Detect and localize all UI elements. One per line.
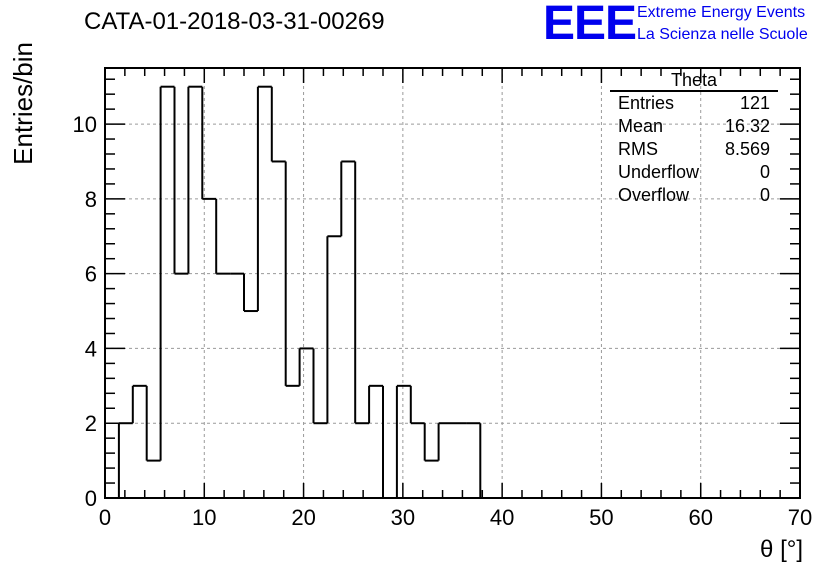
tick-labels: 0 10 20 30 40 50 60 70 0 2 4 6 8 10 <box>73 112 813 530</box>
y-tick-label: 4 <box>85 336 97 361</box>
eee-logo: EEE <box>543 0 637 50</box>
stats-value: 121 <box>739 93 770 113</box>
stats-value: 0 <box>759 162 770 182</box>
stats-row-underflow: Underflow 0 <box>610 161 778 184</box>
x-tick-label: 50 <box>589 505 613 530</box>
stats-value: 16.32 <box>724 116 770 136</box>
stats-row-overflow: Overflow 0 <box>610 184 778 207</box>
x-axis-label: θ [°] <box>760 536 803 563</box>
x-tick-label: 60 <box>688 505 712 530</box>
stats-label: Mean <box>618 116 664 136</box>
plot-frame <box>104 67 801 499</box>
stats-label: RMS <box>618 139 658 159</box>
y-tick-label: 0 <box>85 486 97 511</box>
stats-row-mean: Mean 16.32 <box>610 115 778 138</box>
stats-title: Theta <box>610 70 778 92</box>
stats-row-entries: Entries 121 <box>610 92 778 115</box>
stats-box: Theta Entries 121 Mean 16.32 RMS 8.569 U… <box>610 70 778 207</box>
histogram-bins <box>117 85 482 499</box>
logo-line-2: La Scienza nelle Scuole <box>637 26 808 43</box>
y-tick-label: 10 <box>73 112 97 137</box>
stats-label: Overflow <box>618 185 690 205</box>
stats-label: Entries <box>618 93 675 113</box>
x-tick-label: 0 <box>99 505 111 530</box>
x-tick-label: 20 <box>291 505 315 530</box>
x-tick-label: 40 <box>490 505 514 530</box>
stats-value: 0 <box>759 185 770 205</box>
chart-title: CATA-01-2018-03-31-00269 <box>84 8 385 35</box>
x-tick-label: 70 <box>788 505 812 530</box>
y-tick-label: 8 <box>85 187 97 212</box>
y-tick-label: 6 <box>85 262 97 287</box>
x-tick-label: 10 <box>192 505 216 530</box>
x-tick-label: 30 <box>391 505 415 530</box>
logo-line-1: Extreme Energy Events <box>637 4 806 21</box>
y-tick-label: 2 <box>85 411 97 436</box>
y-axis-label: Entries/bin <box>8 42 38 165</box>
axis-ticks <box>104 68 801 499</box>
stats-row-rms: RMS 8.569 <box>610 138 778 161</box>
stats-label: Underflow <box>618 162 700 182</box>
stats-value: 8.569 <box>724 139 770 159</box>
